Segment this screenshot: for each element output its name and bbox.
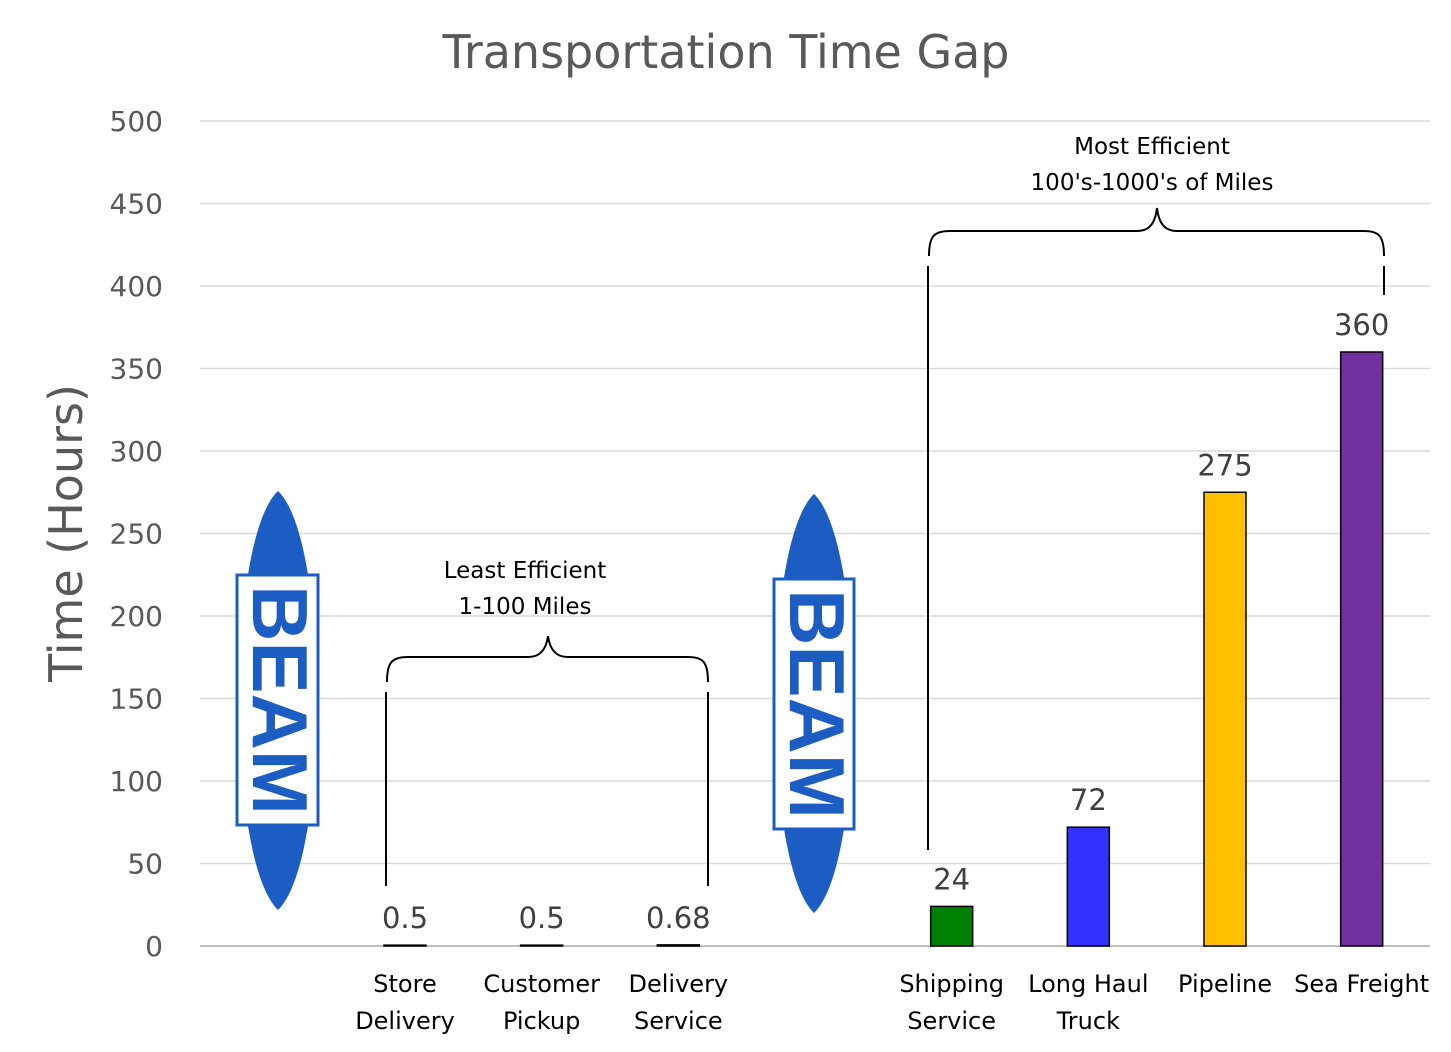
bar — [1339, 351, 1384, 947]
y-tick-labels: 0 50 100 150 200 250 300 350 400 450 500 — [110, 105, 163, 963]
x-tick-label: Delivery — [355, 1007, 455, 1035]
beam-logo: BEAM — [235, 491, 324, 910]
y-tick-label: 200 — [110, 600, 163, 633]
logo-text: BEAM — [236, 585, 324, 815]
bar — [1203, 491, 1247, 947]
data-label: 72 — [1070, 783, 1107, 817]
y-tick-label: 450 — [110, 188, 163, 221]
x-tick-label: Customer — [483, 970, 600, 998]
annotation-text-line1: Most Efficient — [1074, 134, 1230, 160]
data-label: 360 — [1334, 308, 1389, 342]
x-tick-label: Sea Freight — [1294, 970, 1429, 998]
bars — [383, 351, 1384, 947]
y-tick-label: 50 — [127, 848, 163, 881]
data-label: 0.5 — [519, 901, 565, 935]
y-tick-label: 400 — [110, 270, 163, 303]
bar — [656, 944, 701, 947]
y-tick-label: 150 — [110, 683, 163, 716]
x-tick-label: Truck — [1056, 1007, 1120, 1035]
x-tick-label: Pipeline — [1178, 970, 1272, 998]
y-tick-label: 350 — [110, 353, 163, 386]
annotation-most-efficient: Most Efficient 100's-1000's of Miles — [927, 134, 1385, 850]
beam-logo: BEAM — [772, 494, 861, 913]
data-label: 0.5 — [382, 901, 428, 935]
data-label: 0.68 — [646, 901, 711, 935]
y-tick-label: 100 — [110, 765, 163, 798]
y-tick-label: 0 — [145, 930, 163, 963]
x-tick-label: Pickup — [503, 1007, 580, 1035]
x-tick-label: Shipping — [899, 970, 1004, 998]
y-tick-label: 300 — [110, 435, 163, 468]
y-tick-label: 500 — [110, 105, 163, 138]
y-tick-label: 250 — [110, 518, 163, 551]
x-tick-label: Service — [907, 1007, 996, 1035]
chart-title: Transportation Time Gap — [441, 25, 1009, 79]
annotation-text-line1: Least Efficient — [444, 558, 607, 584]
data-label: 24 — [933, 862, 970, 896]
logo-text: BEAM — [773, 589, 861, 819]
logo-panel — [235, 573, 320, 827]
annotation-least-efficient: Least Efficient 1-100 Miles — [385, 558, 709, 886]
brace-most-efficient — [928, 207, 1385, 257]
bar — [519, 944, 564, 947]
x-tick-label: Service — [634, 1007, 723, 1035]
annotation-text-line2: 1-100 Miles — [459, 594, 592, 620]
y-axis-label: Time (Hours) — [39, 384, 93, 683]
bar — [1066, 826, 1111, 947]
x-tick-labels: Store Delivery Customer Pickup Delivery Servi… — [355, 970, 1429, 1035]
logo-panel — [772, 577, 856, 831]
data-label: 275 — [1197, 448, 1252, 482]
annotation-text-line2: 100's-1000's of Miles — [1031, 170, 1274, 196]
bar — [383, 944, 427, 947]
x-tick-label: Store — [373, 970, 436, 998]
x-tick-label: Delivery — [629, 970, 729, 998]
bar — [929, 905, 974, 947]
x-tick-label: Long Haul — [1028, 970, 1148, 998]
brace-least-efficient — [386, 635, 709, 683]
data-labels: 0.5 0.5 0.68 24 72 275 360 — [382, 308, 1389, 935]
